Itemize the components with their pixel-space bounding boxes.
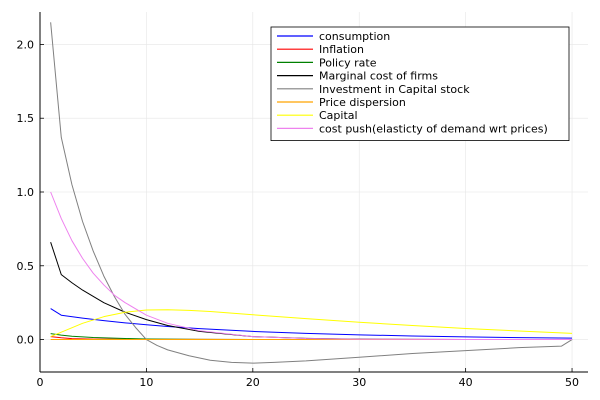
x-tick-label: 10	[139, 376, 153, 389]
series-line-4	[50, 22, 573, 364]
x-tick-label: 0	[37, 376, 44, 389]
legend-entry-label: Inflation	[319, 43, 364, 56]
legend-entry-label: Price dispersion	[319, 96, 406, 109]
series-lines	[50, 22, 573, 364]
y-tick-label: 0.5	[17, 260, 35, 273]
legend-entry-label: Investment in Capital stock	[319, 83, 470, 96]
y-tick-label: 0.0	[17, 334, 35, 347]
y-tick-label: 1.5	[17, 112, 35, 125]
y-tick-label: 1.0	[17, 186, 35, 199]
y-tick-label: 2.0	[17, 38, 35, 51]
legend-entry-label: Marginal cost of firms	[319, 70, 438, 83]
legend-box	[270, 26, 570, 141]
x-tick-label: 50	[565, 376, 579, 389]
tick-labels: 0 10 20 30 40 50 0.0 0.5 1.0 1.5 2.0	[17, 38, 580, 389]
legend-entry-label: Capital	[319, 109, 358, 122]
legend-entry-label: consumption	[319, 30, 390, 43]
x-tick-label: 40	[459, 376, 473, 389]
series-line-7	[50, 191, 573, 341]
legend-entry-label: cost push(elasticty of demand wrt prices…	[319, 122, 548, 135]
series-line-6	[50, 309, 573, 338]
axes	[39, 12, 588, 373]
x-tick-label: 20	[246, 376, 260, 389]
series-line-0	[50, 308, 573, 339]
x-tick-label: 30	[352, 376, 366, 389]
legend-entry-label: Policy rate	[319, 56, 377, 69]
series-line-3	[50, 242, 573, 341]
